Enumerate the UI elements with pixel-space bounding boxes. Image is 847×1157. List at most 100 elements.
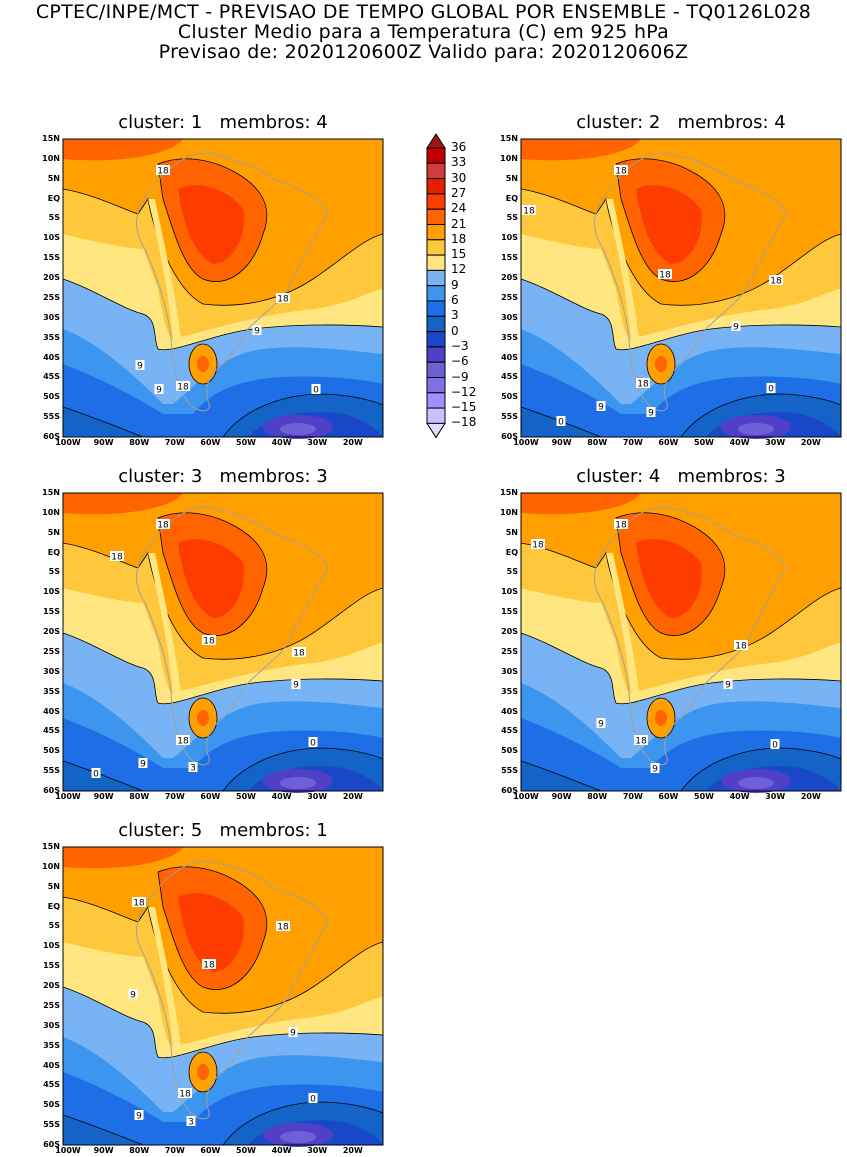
svg-text:18: 18 bbox=[179, 1090, 191, 1100]
temperature-map-cluster-5: 18 18 18 9 9 18 0 9 3 bbox=[62, 846, 384, 1147]
amazon-hot-region bbox=[178, 185, 244, 264]
lon-tick-label: 20W bbox=[342, 1146, 363, 1155]
contour-label: 18 bbox=[178, 1088, 192, 1100]
lat-tick-label: 5N bbox=[47, 881, 60, 891]
colorbar-label: −18 bbox=[451, 415, 477, 430]
colorbar-label: 6 bbox=[451, 293, 459, 307]
colorbar-label: 18 bbox=[451, 231, 467, 246]
lat-tick-label: 10S bbox=[43, 941, 60, 951]
lat-tick-label: 55S bbox=[501, 412, 518, 422]
lat-tick-label: 45S bbox=[501, 372, 518, 382]
contour-label: 0 bbox=[311, 384, 321, 396]
colorbar-label: 21 bbox=[451, 216, 467, 231]
lat-tick-label: 60S bbox=[43, 1140, 60, 1149]
colorbar-swatch bbox=[426, 162, 446, 180]
lat-tick-label: 25S bbox=[43, 292, 60, 302]
lat-tick-label: 25S bbox=[43, 1000, 60, 1010]
contour-label: 18 bbox=[110, 551, 124, 563]
svg-text:9: 9 bbox=[733, 323, 739, 333]
lon-tick-label: 100W bbox=[55, 792, 81, 801]
contour-label: 18 bbox=[276, 921, 290, 933]
contour-label: 9 bbox=[596, 401, 606, 413]
lat-tick-label: 20S bbox=[501, 273, 518, 283]
lon-tick-label: 20W bbox=[342, 438, 363, 447]
contour-label: 18 bbox=[132, 897, 146, 909]
lon-tick-label: 20W bbox=[342, 792, 363, 801]
svg-text:18: 18 bbox=[770, 277, 782, 287]
contour-label: 0 bbox=[766, 383, 776, 395]
lat-tick-label: EQ bbox=[47, 193, 60, 203]
contour-label: 18 bbox=[176, 381, 190, 393]
contour-label: 9 bbox=[650, 763, 660, 775]
svg-text:18: 18 bbox=[133, 899, 145, 909]
figure-title: CPTEC/INPE/MCT - PREVISAO DE TEMPO GLOBA… bbox=[35, 1, 812, 23]
lon-tick-label: 30W bbox=[307, 1146, 328, 1155]
svg-text:0: 0 bbox=[310, 1095, 316, 1105]
map-frame bbox=[520, 492, 842, 792]
svg-text:9: 9 bbox=[598, 403, 604, 413]
colorbar-label: 24 bbox=[451, 201, 467, 216]
lon-tick-label: 40W bbox=[271, 438, 292, 447]
contour-label: 18 bbox=[614, 519, 628, 531]
contour-label: 9 bbox=[596, 718, 606, 730]
svg-text:18: 18 bbox=[615, 167, 627, 177]
amazon-hot-region bbox=[178, 893, 244, 972]
lat-tick-label: 60S bbox=[501, 786, 518, 795]
colorbar-label: 12 bbox=[451, 262, 467, 277]
svg-text:9: 9 bbox=[648, 409, 654, 419]
contour-label: 18 bbox=[614, 165, 628, 177]
lon-tick-label: 80W bbox=[129, 1146, 150, 1155]
lat-tick-label: 50S bbox=[43, 1100, 60, 1110]
lat-tick-label: 5N bbox=[47, 527, 60, 537]
colorbar-label: 30 bbox=[451, 170, 467, 185]
lat-tick-label: 10S bbox=[501, 233, 518, 243]
lat-tick-label: 25S bbox=[43, 646, 60, 656]
svg-text:9: 9 bbox=[254, 327, 260, 337]
northwest-warm-strip bbox=[63, 493, 183, 515]
colorbar-label: 9 bbox=[451, 277, 459, 292]
lat-tick-label: 25S bbox=[501, 646, 518, 656]
lon-tick-label: 30W bbox=[307, 792, 328, 801]
lon-tick-label: 60W bbox=[658, 792, 679, 801]
lon-tick-label: 50W bbox=[694, 792, 714, 801]
map-frame bbox=[62, 138, 384, 438]
lon-tick-label: 40W bbox=[271, 1146, 292, 1155]
lon-tick-label: 40W bbox=[729, 792, 750, 801]
lat-tick-label: 20S bbox=[43, 627, 60, 637]
svg-text:3: 3 bbox=[188, 1118, 194, 1128]
lat-tick-label: 35S bbox=[501, 686, 518, 696]
contour-label: 18 bbox=[769, 275, 783, 287]
contour-label: 18 bbox=[531, 539, 545, 551]
contour-label: 18 bbox=[734, 640, 748, 652]
colorbar-swatch bbox=[426, 285, 446, 302]
lat-tick-label: 35S bbox=[43, 332, 60, 342]
colorbar-swatch bbox=[426, 407, 446, 424]
contour-label: 0 bbox=[308, 737, 318, 749]
lat-tick-label: EQ bbox=[505, 193, 518, 203]
colorbar-label: −6 bbox=[451, 354, 469, 369]
lat-tick-label: 30S bbox=[43, 666, 60, 676]
svg-text:9: 9 bbox=[598, 720, 604, 730]
svg-text:3: 3 bbox=[190, 764, 196, 774]
lat-tick-label: EQ bbox=[47, 547, 60, 557]
coastline bbox=[594, 506, 787, 766]
colorbar-label: 33 bbox=[451, 155, 467, 170]
svg-text:9: 9 bbox=[140, 760, 146, 770]
colorbar-swatch bbox=[426, 208, 446, 225]
lon-tick-label: 70W bbox=[622, 792, 643, 801]
patagonia-hot-core bbox=[655, 356, 667, 372]
lat-tick-label: 15N bbox=[42, 488, 60, 497]
lat-tick-label: 15S bbox=[43, 607, 60, 617]
amazon-hot-region bbox=[636, 539, 702, 618]
amazon-hot-region bbox=[636, 185, 702, 264]
svg-text:18: 18 bbox=[293, 649, 305, 659]
lat-tick-label: 35S bbox=[43, 686, 60, 696]
colorbar-swatch bbox=[426, 346, 446, 363]
lat-tick-label: 50S bbox=[43, 392, 60, 402]
svg-text:0: 0 bbox=[93, 770, 99, 780]
lon-tick-label: 100W bbox=[513, 792, 539, 801]
lat-tick-label: 5N bbox=[505, 173, 518, 183]
colorbar-swatch bbox=[426, 331, 446, 348]
andes-cool-strip bbox=[148, 553, 181, 693]
temperature-map-cluster-4: 18 18 18 9 9 18 0 9 bbox=[520, 492, 842, 793]
